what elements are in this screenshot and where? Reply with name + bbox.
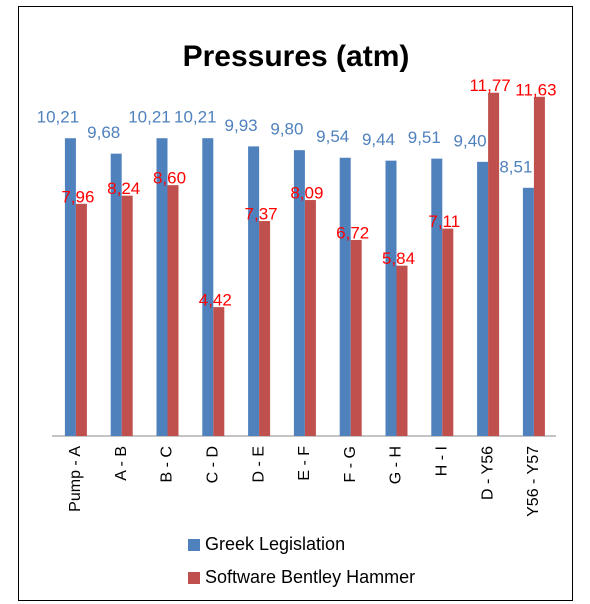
x-tick-label: B - C [159, 446, 176, 482]
value-label: 11,77 [469, 76, 510, 95]
bar [350, 240, 362, 436]
bar [156, 138, 168, 437]
legend-label: Software Bentley Hammer [205, 567, 415, 587]
value-label: 9,93 [225, 116, 258, 135]
bar [293, 150, 305, 436]
bar [442, 228, 454, 436]
bar [248, 146, 260, 436]
bar [75, 203, 87, 436]
x-tick-label: E - F [296, 446, 313, 481]
bar [121, 195, 133, 436]
bar [522, 187, 534, 436]
value-label: 9,44 [362, 130, 395, 149]
legend-label: Greek Legislation [205, 534, 345, 554]
value-label: 9,54 [316, 127, 349, 146]
bar [202, 138, 214, 437]
bar [488, 92, 500, 436]
x-tick-label: D - Y56 [479, 446, 496, 500]
bar [396, 265, 408, 436]
bar [304, 200, 316, 436]
x-tick-label: H - I [434, 446, 451, 476]
bar [385, 160, 397, 436]
bar [431, 158, 443, 436]
value-label: 9,40 [454, 131, 487, 150]
x-tick-label: G - H [388, 446, 405, 484]
value-label: 8,24 [107, 179, 140, 198]
bar [64, 138, 76, 437]
value-label: 7,37 [245, 205, 278, 224]
legend-swatch [188, 539, 200, 551]
bar [339, 157, 351, 436]
legend-swatch [188, 572, 200, 584]
bar [259, 221, 271, 436]
value-label: 10,21 [37, 108, 80, 127]
bar [167, 185, 179, 436]
x-tick-label: D - E [250, 446, 267, 482]
value-label: 8,09 [290, 184, 323, 203]
x-tick-label: F - G [342, 446, 359, 482]
value-label: 6,72 [336, 223, 369, 242]
bar [110, 153, 122, 436]
bar [533, 96, 545, 437]
value-label: 9,51 [408, 128, 441, 147]
value-label: 8,60 [153, 169, 186, 188]
bar [477, 161, 489, 437]
value-label: 11,63 [515, 80, 556, 99]
value-label: 10,21 [174, 108, 217, 127]
value-label: 9,80 [270, 120, 303, 139]
value-label: 5,84 [382, 249, 415, 268]
value-label: 7,11 [428, 212, 460, 231]
value-label: 4,42 [199, 291, 232, 310]
value-label: 8,51 [499, 157, 532, 176]
value-label: 10,21 [128, 108, 171, 127]
value-label: 9,68 [87, 123, 120, 142]
chart-title: Pressures (atm) [183, 40, 410, 73]
x-tick-label: Y56 - Y57 [525, 446, 542, 517]
x-tick-label: A - B [113, 446, 130, 481]
x-tick-label: Pump - A [67, 446, 84, 512]
value-label: 7,96 [61, 187, 94, 206]
x-tick-label: C - D [205, 446, 222, 483]
bar [213, 307, 225, 436]
